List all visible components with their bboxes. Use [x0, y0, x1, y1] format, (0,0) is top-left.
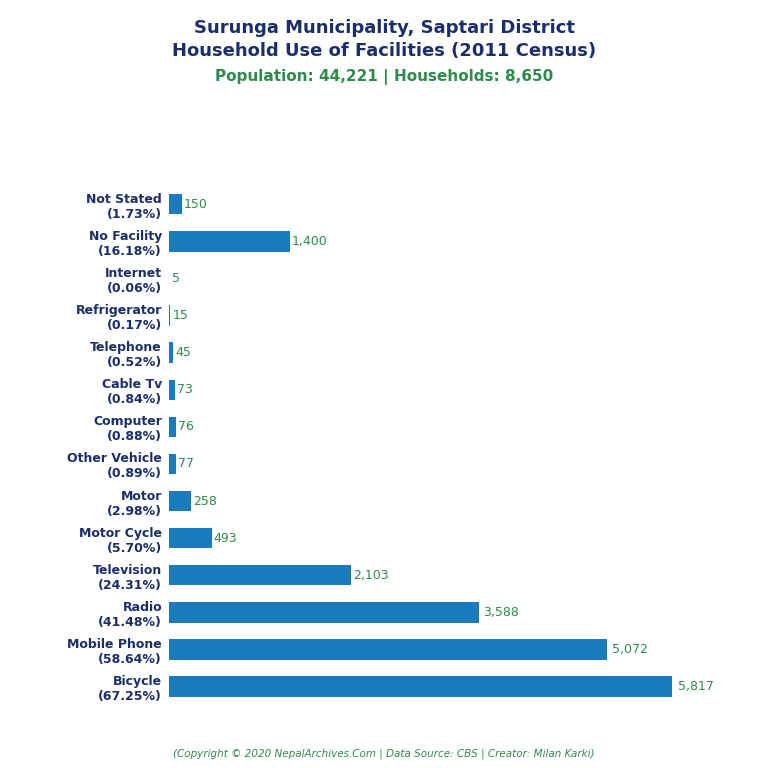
- Text: 2,103: 2,103: [353, 569, 389, 582]
- Bar: [169, 565, 351, 585]
- Text: 77: 77: [177, 458, 194, 471]
- Bar: [169, 194, 182, 214]
- Bar: [169, 343, 173, 363]
- Bar: [169, 677, 671, 697]
- Bar: [169, 602, 479, 623]
- Text: Household Use of Facilities (2011 Census): Household Use of Facilities (2011 Census…: [172, 42, 596, 60]
- Text: 45: 45: [175, 346, 191, 359]
- Text: 5,072: 5,072: [612, 643, 648, 656]
- Text: Surunga Municipality, Saptari District: Surunga Municipality, Saptari District: [194, 19, 574, 37]
- Text: 73: 73: [177, 383, 194, 396]
- Text: 76: 76: [177, 420, 194, 433]
- Bar: [169, 491, 191, 511]
- Bar: [169, 379, 175, 400]
- Text: 5: 5: [171, 272, 180, 285]
- Bar: [169, 231, 290, 252]
- Text: 258: 258: [194, 495, 217, 508]
- Bar: [169, 528, 211, 548]
- Text: (Copyright © 2020 NepalArchives.Com | Data Source: CBS | Creator: Milan Karki): (Copyright © 2020 NepalArchives.Com | Da…: [174, 748, 594, 759]
- Text: 493: 493: [214, 531, 237, 545]
- Bar: [169, 639, 607, 660]
- Bar: [169, 417, 176, 437]
- Text: Population: 44,221 | Households: 8,650: Population: 44,221 | Households: 8,650: [215, 69, 553, 85]
- Text: 3,588: 3,588: [482, 606, 518, 619]
- Bar: [169, 454, 176, 474]
- Text: 15: 15: [172, 309, 188, 322]
- Text: 5,817: 5,817: [677, 680, 713, 693]
- Bar: [169, 306, 170, 326]
- Text: 1,400: 1,400: [292, 235, 328, 248]
- Text: 150: 150: [184, 198, 208, 210]
